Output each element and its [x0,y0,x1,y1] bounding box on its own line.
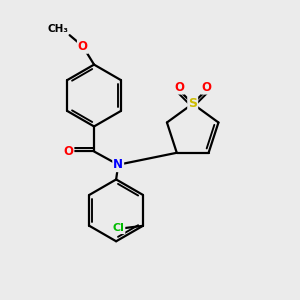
Text: S: S [188,97,197,110]
Text: O: O [63,145,74,158]
Text: CH₃: CH₃ [47,24,68,34]
Text: O: O [174,81,184,94]
Text: O: O [78,40,88,53]
Text: O: O [201,81,212,94]
Text: Cl: Cl [112,223,124,233]
Text: N: N [113,158,123,171]
